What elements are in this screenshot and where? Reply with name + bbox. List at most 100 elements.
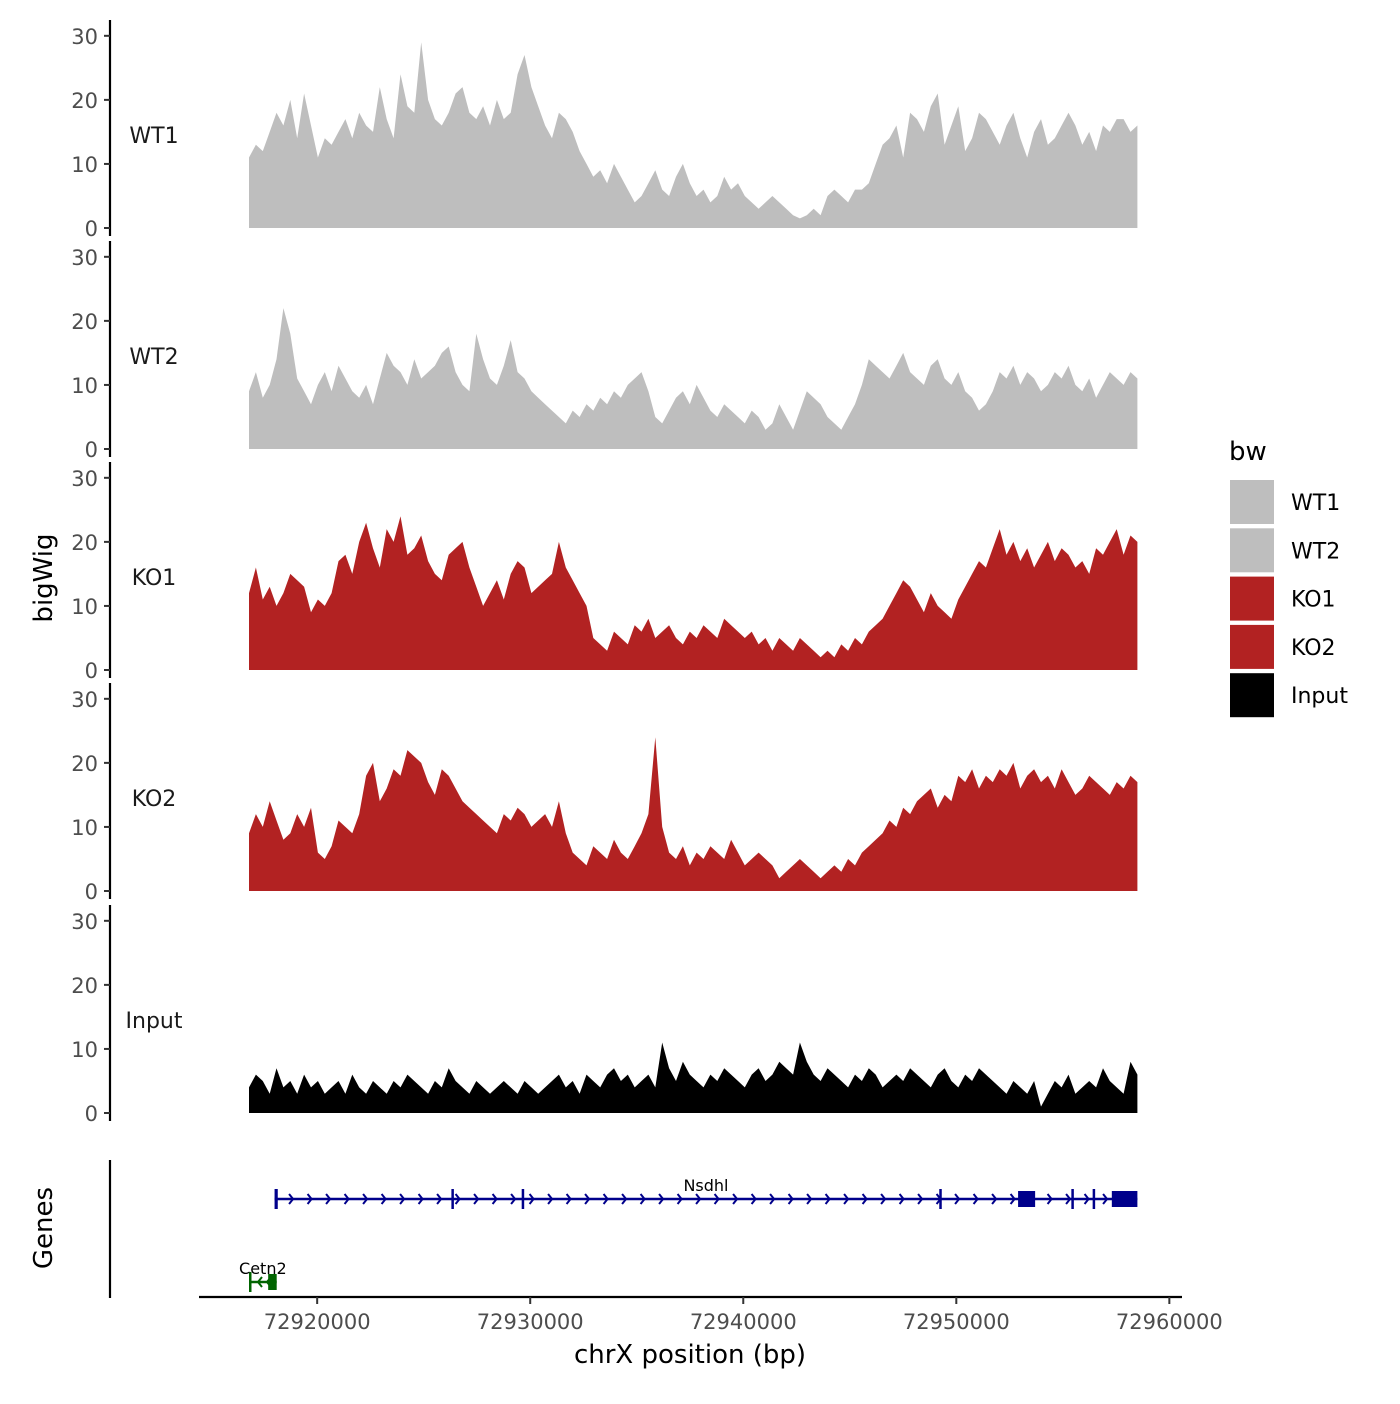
- strand-arrow: [695, 1193, 702, 1205]
- track-input: 0 10 20 30 Input: [71, 905, 1138, 1126]
- y-tick-label: 10: [71, 153, 98, 177]
- strand-arrow: [1083, 1193, 1090, 1205]
- strand-arrow: [769, 1193, 776, 1205]
- strand-arrow: [1065, 1193, 1072, 1205]
- strand-arrow: [861, 1193, 868, 1205]
- strand-arrow: [436, 1193, 443, 1205]
- exon: [1111, 1191, 1138, 1207]
- series-area-wt1: [249, 42, 1138, 229]
- strand-arrow: [621, 1193, 628, 1205]
- track-wt1: 0 10 20 30 WT1: [71, 20, 1138, 241]
- legend-swatch-ko1: [1230, 576, 1274, 621]
- strand-arrow: [565, 1193, 572, 1205]
- x-tick-label: 72950000: [903, 1310, 1010, 1334]
- strand-arrow: [824, 1193, 831, 1205]
- y-tick-label: 20: [71, 752, 98, 776]
- series-area-input: [249, 1042, 1138, 1113]
- x-tick-label: 72920000: [264, 1310, 371, 1334]
- strand-arrow: [787, 1193, 794, 1205]
- exon: [1071, 1189, 1074, 1209]
- legend-title: bw: [1229, 437, 1267, 467]
- y-axis-title: bigWig: [29, 533, 59, 622]
- legend-label-ko2: KO2: [1291, 636, 1336, 661]
- y-tick-label: 0: [85, 217, 98, 241]
- strand-arrow: [991, 1193, 998, 1205]
- y-tick-label: 20: [71, 310, 98, 334]
- x-tick-label: 72930000: [477, 1310, 584, 1334]
- y-tick-label: 0: [85, 880, 98, 904]
- x-tick-label: 72940000: [690, 1310, 797, 1334]
- x-axis: 72920000 72930000 72940000 72950000 72960000: [199, 1295, 1223, 1334]
- y-tick-label: 0: [85, 1102, 98, 1126]
- y-tick-label: 10: [71, 595, 98, 619]
- series-area-ko1: [249, 516, 1138, 670]
- y-tick-label: 20: [71, 89, 98, 113]
- strand-arrow: [343, 1193, 350, 1205]
- strand-arrow: [676, 1193, 683, 1205]
- legend-label-input: Input: [1291, 684, 1348, 709]
- gene-track: Nsdhl Cetn2: [108, 1160, 1138, 1298]
- strand-arrow: [306, 1193, 313, 1205]
- y-tick-label: 30: [71, 910, 98, 934]
- legend-label-wt2: WT2: [1291, 539, 1340, 564]
- strand-arrow: [880, 1193, 887, 1205]
- strand-arrow: [917, 1193, 924, 1205]
- series-area-ko2: [249, 737, 1138, 891]
- strand-arrow: [1009, 1193, 1016, 1205]
- y-tick-label: 10: [71, 374, 98, 398]
- strand-arrow: [256, 1276, 263, 1288]
- strand-arrow: [1046, 1193, 1053, 1205]
- legend-swatch-wt1: [1230, 480, 1274, 524]
- track-ko2: 0 10 20 30 KO2: [71, 683, 1138, 904]
- track-label: KO2: [132, 787, 177, 812]
- strand-arrow: [639, 1193, 646, 1205]
- gene-label: Cetn2: [239, 1259, 287, 1278]
- y-tick-label: 10: [71, 816, 98, 840]
- strand-arrow: [325, 1193, 332, 1205]
- strand-arrow: [584, 1193, 591, 1205]
- track-wt2: 0 10 20 30 WT2: [71, 241, 1138, 462]
- strand-arrow: [713, 1193, 720, 1205]
- x-axis-title: chrX position (bp): [574, 1340, 806, 1370]
- y-tick-label: 30: [71, 246, 98, 270]
- track-label: KO1: [132, 566, 177, 591]
- y-tick-label: 20: [71, 531, 98, 555]
- legend-swatch-ko2: [1230, 624, 1274, 669]
- strand-arrow: [362, 1193, 369, 1205]
- strand-arrow: [454, 1193, 461, 1205]
- exon: [268, 1274, 277, 1290]
- tracks: 0 10 20 30 WT1 0 10 20 30 WT2 0 10 20 30 KO1 0 10 20 30 KO2…: [71, 20, 1138, 1126]
- track-label: Input: [126, 1009, 183, 1034]
- strand-arrow: [380, 1193, 387, 1205]
- gene-label: Nsdhl: [683, 1176, 728, 1195]
- gene-cetn2: Cetn2: [239, 1259, 287, 1292]
- strand-arrow: [510, 1193, 517, 1205]
- strand-arrow: [843, 1193, 850, 1205]
- exon: [451, 1189, 454, 1209]
- strand-arrow: [547, 1193, 554, 1205]
- strand-arrow: [602, 1193, 609, 1205]
- legend-label-wt1: WT1: [1291, 491, 1340, 516]
- strand-arrow: [399, 1193, 406, 1205]
- track-ko1: 0 10 20 30 KO1: [71, 462, 1138, 683]
- strand-arrow: [806, 1193, 813, 1205]
- strand-arrow: [288, 1193, 295, 1205]
- y-tick-label: 30: [71, 688, 98, 712]
- exon: [1018, 1191, 1036, 1207]
- strand-arrow: [491, 1193, 498, 1205]
- strand-arrow: [750, 1193, 757, 1205]
- legend-swatch-wt2: [1230, 528, 1274, 573]
- y-tick-label: 0: [85, 659, 98, 683]
- y-tick-label: 20: [71, 974, 98, 998]
- strand-arrow: [898, 1193, 905, 1205]
- y-tick-label: 30: [71, 25, 98, 49]
- strand-arrow: [417, 1193, 424, 1205]
- series-area-wt2: [249, 308, 1138, 449]
- y-tick-label: 0: [85, 438, 98, 462]
- strand-arrow: [658, 1193, 665, 1205]
- exon: [249, 1272, 252, 1292]
- y-tick-label: 30: [71, 467, 98, 491]
- exon: [274, 1189, 278, 1209]
